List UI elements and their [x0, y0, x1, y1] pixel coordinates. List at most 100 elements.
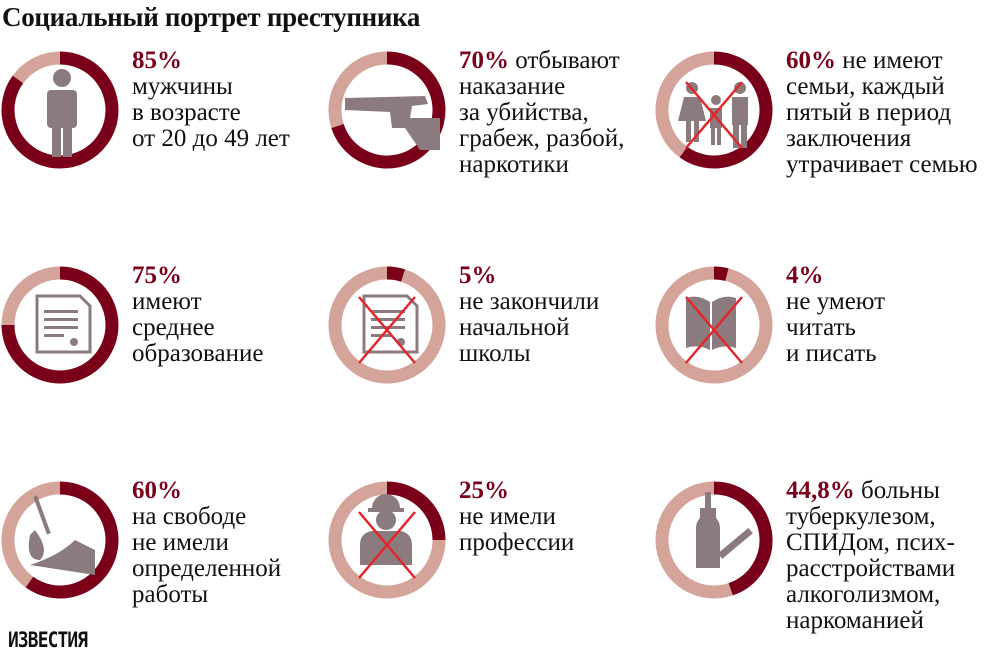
stat-percent: 44,8% [786, 477, 855, 504]
donut-remainder [1, 266, 61, 326]
stat-item: 70% отбывают наказание за убийства, грабеж,… [327, 48, 659, 250]
stat-item: 4% не умеют читать и писать [654, 263, 986, 465]
donut-value-arc [386, 481, 446, 541]
donut-chart [1, 481, 119, 599]
cross-icon [685, 81, 743, 149]
stat-item: 60% на свободе не имели определенной работы [0, 478, 332, 667]
stat-text-line: от 20 до 49 лет [132, 125, 290, 152]
donut-remainder [328, 51, 388, 129]
stat-percent: 25% [459, 477, 509, 504]
page-title: Социальный портрет преступника [2, 2, 421, 32]
stat-text-line: грабеж, разбой, [459, 125, 625, 152]
man-icon [47, 69, 77, 157]
stat-text-line: туберкулезом, [786, 503, 936, 530]
donut-value-arc [679, 51, 773, 169]
donut-chart [655, 481, 773, 599]
stat-text-line: семьи, каждый [786, 73, 945, 100]
donut-chart [328, 51, 446, 169]
stat-text: 44,8% больны туберкулезом, СПИДом, псих-ра… [786, 478, 986, 634]
stat-text-line: образование [132, 340, 264, 367]
stat-item: 75% имеют среднее образование [0, 263, 332, 465]
stat-text-line: на свободе [132, 503, 247, 530]
stat-percent: 5% [459, 262, 497, 289]
donut-chart [328, 266, 446, 384]
cross-icon [685, 296, 743, 364]
stat-text-line: школы [459, 340, 531, 367]
stat-text-inline: не имеют [836, 47, 943, 74]
izvestia-logo: ИЗВЕСТИЯ [8, 628, 88, 652]
donut-remainder [655, 51, 715, 158]
stat-text-line: наркоманией [786, 607, 924, 634]
pistol-icon [345, 96, 440, 150]
stat-text-line: не умеют [786, 288, 886, 315]
stat-item: 85% мужчины в возрасте от 20 до 49 лет [0, 48, 332, 250]
stat-percent: 60% [132, 477, 182, 504]
stat-text: 60% на свободе не имели определенной работы [132, 478, 332, 608]
stat-text-line: мужчины [132, 73, 233, 100]
donut-chart [655, 51, 773, 169]
stat-text-line: определенной [132, 555, 282, 582]
stat-text-inline: отбывают [509, 47, 620, 74]
stat-percent: 60% [786, 47, 836, 74]
donut-remainder [655, 266, 773, 384]
stat-text-line: работы [132, 581, 209, 608]
donut-chart [1, 266, 119, 384]
stat-text-line: имеют [132, 288, 202, 315]
stat-text-inline: больны [854, 477, 940, 504]
donut-chart [328, 481, 446, 599]
stat-text: 5% не закончили начальной школы [459, 263, 659, 367]
donut-remainder [328, 266, 446, 384]
donut-value-arc [713, 266, 729, 281]
donut-value-arc [1, 266, 119, 384]
stat-text: 70% отбывают наказание за убийства, грабеж,… [459, 48, 659, 178]
worker-icon [360, 494, 412, 565]
donut-value-arc [386, 266, 406, 282]
stat-text-line: СПИДом, псих- [786, 529, 955, 556]
stat-text-line: заключения [786, 125, 912, 152]
diploma-icon [35, 294, 92, 354]
stat-text: 85% мужчины в возрасте от 20 до 49 лет [132, 48, 332, 152]
stat-text-line: в возрасте [132, 99, 241, 126]
stat-item: 25% не имели профессии [327, 478, 659, 667]
stat-text: 75% имеют среднее образование [132, 263, 332, 367]
shovel-icon [28, 495, 95, 575]
stat-text-line: не имели [459, 503, 556, 530]
stat-percent: 4% [786, 262, 824, 289]
stat-text: 4% не умеют читать и писать [786, 263, 986, 367]
stat-text-line: профессии [459, 529, 575, 556]
donut-value-arc [713, 481, 773, 596]
donut-chart [1, 51, 119, 169]
stat-text-line: читать [786, 314, 856, 341]
cross-icon [358, 296, 416, 364]
stat-text-line: наказание [459, 73, 566, 100]
donut-value-arc [25, 481, 119, 599]
stat-percent: 85% [132, 47, 182, 74]
stat-percent: 75% [132, 262, 182, 289]
stat-item: 60% не имеют семьи, каждый пятый в период з… [654, 48, 986, 250]
bottle-syringe-icon [696, 492, 753, 568]
stat-text: 60% не имеют семьи, каждый пятый в период з… [786, 48, 986, 178]
stat-text-line: утрачивает семью [786, 151, 978, 178]
stat-text-line: алкоголизмом, [786, 581, 941, 608]
stat-text-line: начальной [459, 314, 570, 341]
stat-item: 44,8% больны туберкулезом, СПИДом, псих-ра… [654, 478, 986, 667]
stat-text-line: расстройствами [786, 555, 956, 582]
stat-text-line: за убийства, [459, 99, 589, 126]
stat-text-line: пятый в период [786, 99, 952, 126]
stat-text-line: не имели [132, 529, 229, 556]
cross-icon [358, 511, 416, 579]
stat-text-line: среднее [132, 314, 215, 341]
donut-remainder [328, 481, 446, 599]
stat-text-line: наркотики [459, 151, 569, 178]
stat-item: 5% не закончили начальной школы [327, 263, 659, 465]
donut-chart [655, 266, 773, 384]
stat-text-line: не закончили [459, 288, 600, 315]
stat-text: 25% не имели профессии [459, 478, 659, 556]
stat-text-line: и писать [786, 340, 877, 367]
donut-value-arc [1, 51, 119, 169]
donut-remainder [12, 51, 61, 84]
donut-remainder [1, 481, 61, 588]
stat-percent: 70% [459, 47, 509, 74]
donut-remainder [655, 481, 733, 599]
